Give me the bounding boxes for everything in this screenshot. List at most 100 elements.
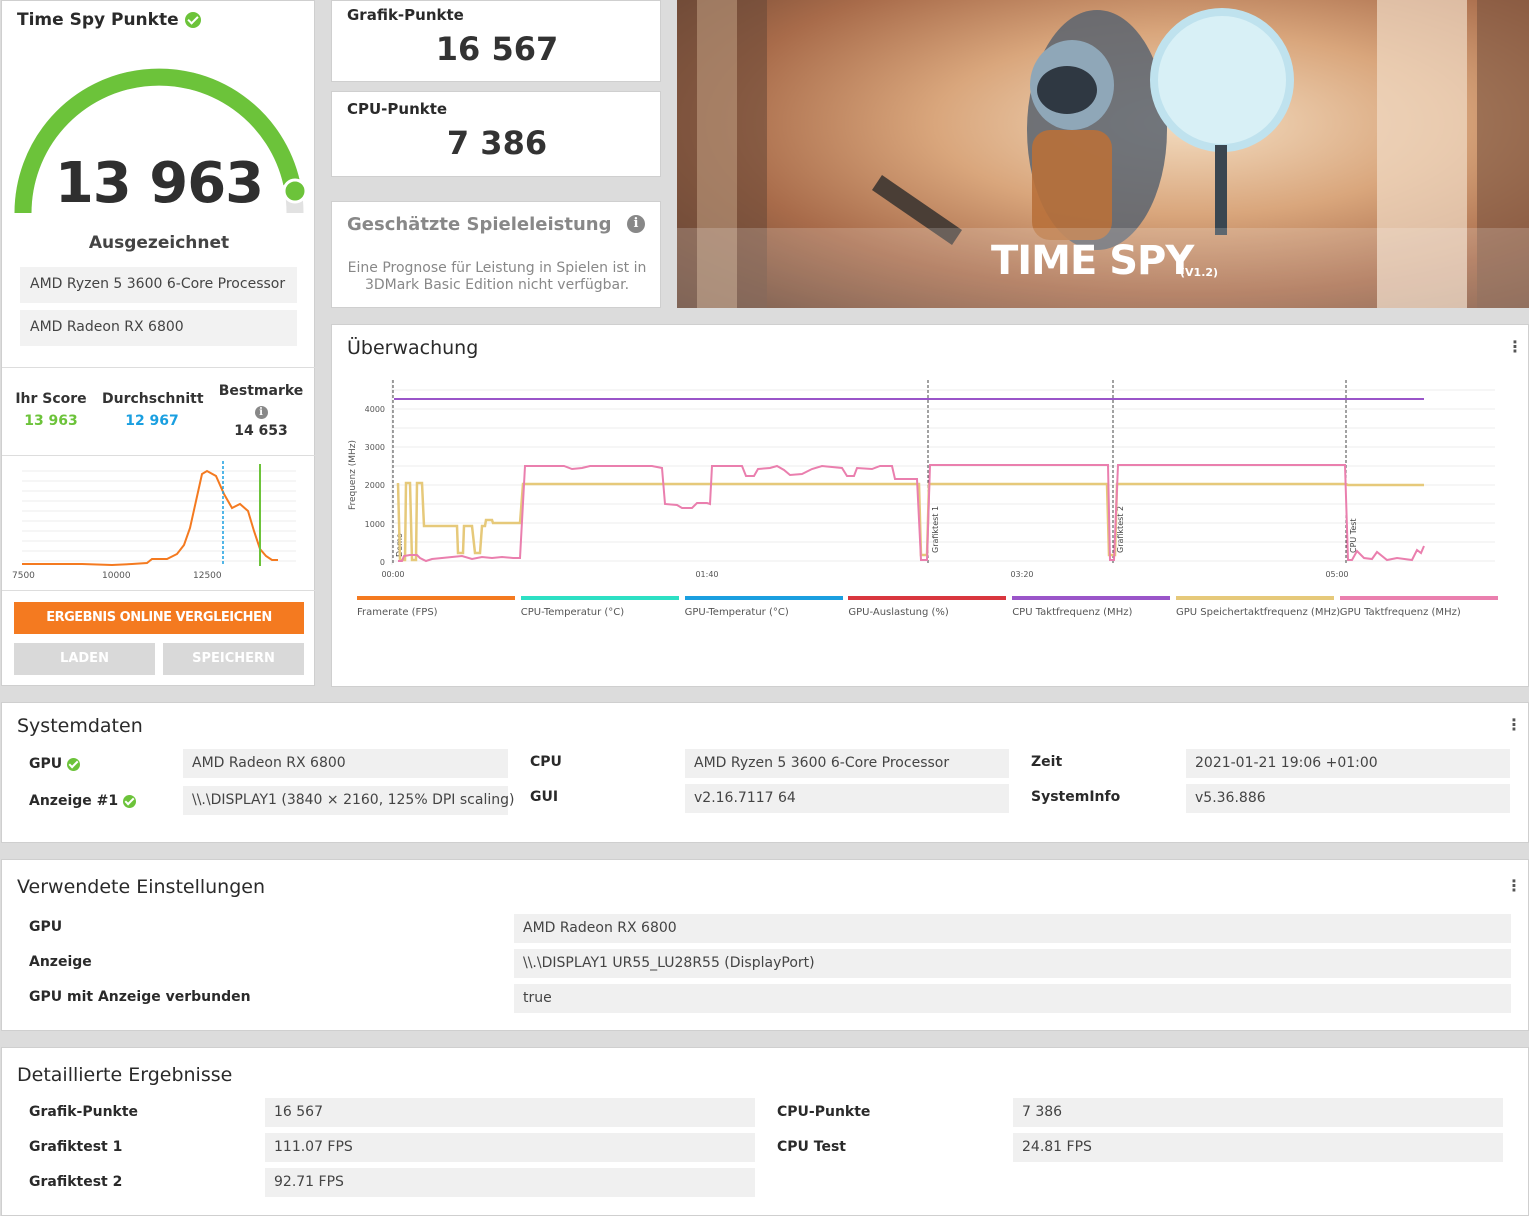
system-cpu-label: CPU [530,754,562,770]
legend-label: CPU-Temperatur (°C) [520,607,625,618]
system-data-panel: Systemdaten ⋮ GPU AMD Radeon RX 6800 Anz… [1,702,1529,843]
estimated-game-performance-card: Geschätzte Spieleleistung i Eine Prognos… [331,201,661,308]
settings-display-value: \\.\DISPLAY1 UR55_LU28R55 (DisplayPort) [514,949,1511,978]
divider [2,455,316,456]
detail-gt1-label: Grafiktest 1 [29,1139,123,1155]
legend-item[interactable]: Framerate (FPS) [357,596,515,618]
graphics-score-card: Grafik-Punkte 16 567 [331,0,661,82]
cpu-score-value: 7 386 [446,124,548,162]
hero-title: TIME SPY [991,238,1194,284]
detail-cputest-value: 24.81 FPS [1013,1133,1503,1162]
legend-swatch [684,596,843,600]
cpu-name: AMD Ryzen 5 3600 6-Core Processor [20,267,297,303]
legend-swatch [848,596,1007,600]
detailed-results-panel: Detaillierte Ergebnisse Grafik-Punkte 16… [1,1047,1529,1216]
legend-label: CPU Taktfrequenz (MHz) [1012,607,1133,618]
monitoring-panel: Überwachung ⋮ Frequenz (MHz) 0 1000 2000… [331,324,1529,687]
legend-label: GPU Taktfrequenz (MHz) [1339,607,1461,618]
average-block: Durchschnitt 12 967 [102,391,204,429]
benchmark-hero-image: TIME SPY (V1.2) [677,0,1529,308]
display-label-text: Anzeige #1 [29,793,119,809]
cpu-score-label: CPU-Punkte [347,100,448,118]
average-label: Durchschnitt [102,391,204,407]
detail-cpu-value: 7 386 [1013,1098,1503,1127]
legend-item[interactable]: GPU Speichertaktfrequenz (MHz) [1176,596,1340,618]
y-tick: 4000 [365,405,385,414]
monitoring-chart: Frequenz (MHz) 0 1000 2000 3000 4000 00:… [348,380,1495,579]
more-options-icon[interactable]: ⋮ [1506,715,1522,734]
legend-item[interactable]: CPU-Temperatur (°C) [520,596,679,618]
info-icon[interactable]: i [254,406,268,419]
x-tick: 05:00 [1325,570,1348,579]
detail-graphics-label: Grafik-Punkte [29,1104,139,1120]
marker-cpu-test: CPU Test [1349,518,1358,553]
gpu-label-text: GPU [29,756,63,772]
info-icon[interactable]: i [627,215,645,233]
hero-version: (V1.2) [1180,266,1219,279]
cpu-score-card: CPU-Punkte 7 386 [331,91,661,177]
your-score-value: 13 963 [24,413,78,429]
y-tick: 2000 [365,481,385,490]
hero-title-band [677,228,1529,308]
legend-item[interactable]: CPU Taktfrequenz (MHz) [1012,596,1171,618]
detail-graphics-value: 16 567 [265,1098,755,1127]
settings-panel: Verwendete Einstellungen ⋮ GPU AMD Radeo… [1,859,1529,1031]
marker-graphics-test-2: Grafiktest 2 [1116,506,1125,553]
dist-tick: 10000 [102,571,131,581]
settings-gpu-label: GPU [29,919,63,935]
total-score: 13 963 [54,151,264,216]
system-sysinfo-value: v5.36.886 [1186,784,1510,813]
legend-label: GPU Speichertaktfrequenz (MHz) [1176,607,1341,618]
hero-artwork [677,0,1529,308]
y-tick: 0 [380,558,385,567]
compare-online-button[interactable]: ERGEBNIS ONLINE VERGLEICHEN [14,602,304,634]
graphics-score-label: Grafik-Punkte [347,6,464,24]
score-title-row: Time Spy Punkte [17,10,201,30]
legend-swatch [1339,596,1498,600]
dist-tick: 12500 [193,571,222,581]
dist-tick: 7500 [12,571,35,581]
legend-label: Framerate (FPS) [357,607,438,618]
score-gauge [14,68,308,214]
legend-item[interactable]: GPU Taktfrequenz (MHz) [1339,596,1498,618]
settings-gpu-value: AMD Radeon RX 6800 [514,914,1511,943]
average-value: 12 967 [125,413,179,429]
marker-graphics-test-1: Grafiktest 1 [931,506,940,553]
system-time-value: 2021-01-21 19:06 +01:00 [1186,749,1510,778]
detail-cpu-label: CPU-Punkte [777,1104,871,1120]
your-score-label: Ihr Score [15,391,87,407]
gauge-knob [282,178,308,204]
legend-item[interactable]: GPU-Temperatur (°C) [684,596,843,618]
y-axis-label: Frequenz (MHz) [348,440,358,510]
graphics-score-value: 16 567 [435,30,559,68]
detailed-results-title: Detaillierte Ergebnisse [17,1064,233,1086]
legend-swatch [1176,596,1334,600]
system-display-label: Anzeige #1 [29,793,137,809]
more-options-icon[interactable]: ⋮ [1507,337,1523,356]
settings-display-label: Anzeige [29,954,92,970]
load-button[interactable]: LADEN [14,643,155,675]
score-rating: Ausgezeichnet [88,233,230,253]
best-value: 14 653 [234,423,288,439]
save-button[interactable]: SPEICHERN [163,643,304,675]
detail-gt1-value: 111.07 FPS [265,1133,755,1162]
y-tick: 1000 [365,520,385,529]
gpu-name: AMD Radeon RX 6800 [20,310,297,346]
system-data-title: Systemdaten [17,715,143,737]
legend-item[interactable]: GPU-Auslastung (%) [848,596,1007,618]
system-time-label: Zeit [1031,754,1063,770]
settings-title: Verwendete Einstellungen [17,876,266,898]
check-icon [67,757,81,771]
settings-connected-value: true [514,984,1511,1013]
system-gui-value: v2.16.7117 64 [685,784,1009,813]
score-panel: Time Spy Punkte 13 963 Ausgezeichnet AMD… [1,0,316,686]
series-gpu-memory-clock [396,481,1424,562]
estimate-text: Eine Prognose für Leistung in Spielen is… [347,260,647,293]
system-gui-label: GUI [530,789,559,805]
more-options-icon[interactable]: ⋮ [1506,876,1522,895]
divider [2,590,316,591]
legend-label: GPU-Temperatur (°C) [684,607,789,618]
legend-swatch [357,596,515,600]
best-block: Bestmarke i 14 653 [217,383,305,439]
best-label: Bestmarke [218,383,304,399]
